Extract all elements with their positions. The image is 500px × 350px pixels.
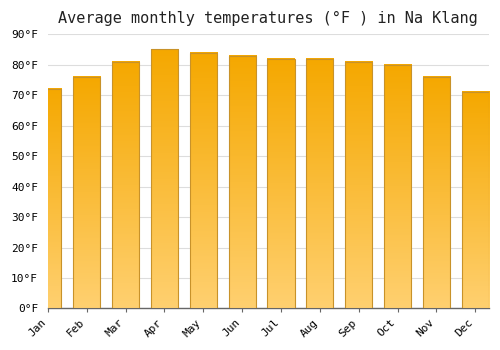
Bar: [73, 77, 101, 308]
Bar: [73, 77, 101, 308]
Bar: [306, 58, 334, 308]
Bar: [423, 77, 450, 308]
Bar: [151, 49, 178, 308]
Bar: [306, 58, 334, 308]
Bar: [462, 92, 489, 308]
Title: Average monthly temperatures (°F ) in Na Klang: Average monthly temperatures (°F ) in Na…: [58, 11, 478, 26]
Bar: [228, 56, 256, 308]
Bar: [190, 52, 217, 308]
Bar: [34, 89, 62, 308]
Bar: [345, 62, 372, 308]
Bar: [112, 62, 139, 308]
Bar: [112, 62, 139, 308]
Bar: [268, 58, 294, 308]
Bar: [228, 56, 256, 308]
Bar: [384, 65, 411, 308]
Bar: [151, 49, 178, 308]
Bar: [190, 52, 217, 308]
Bar: [384, 65, 411, 308]
Bar: [268, 58, 294, 308]
Bar: [423, 77, 450, 308]
Bar: [34, 89, 62, 308]
Bar: [462, 92, 489, 308]
Bar: [345, 62, 372, 308]
